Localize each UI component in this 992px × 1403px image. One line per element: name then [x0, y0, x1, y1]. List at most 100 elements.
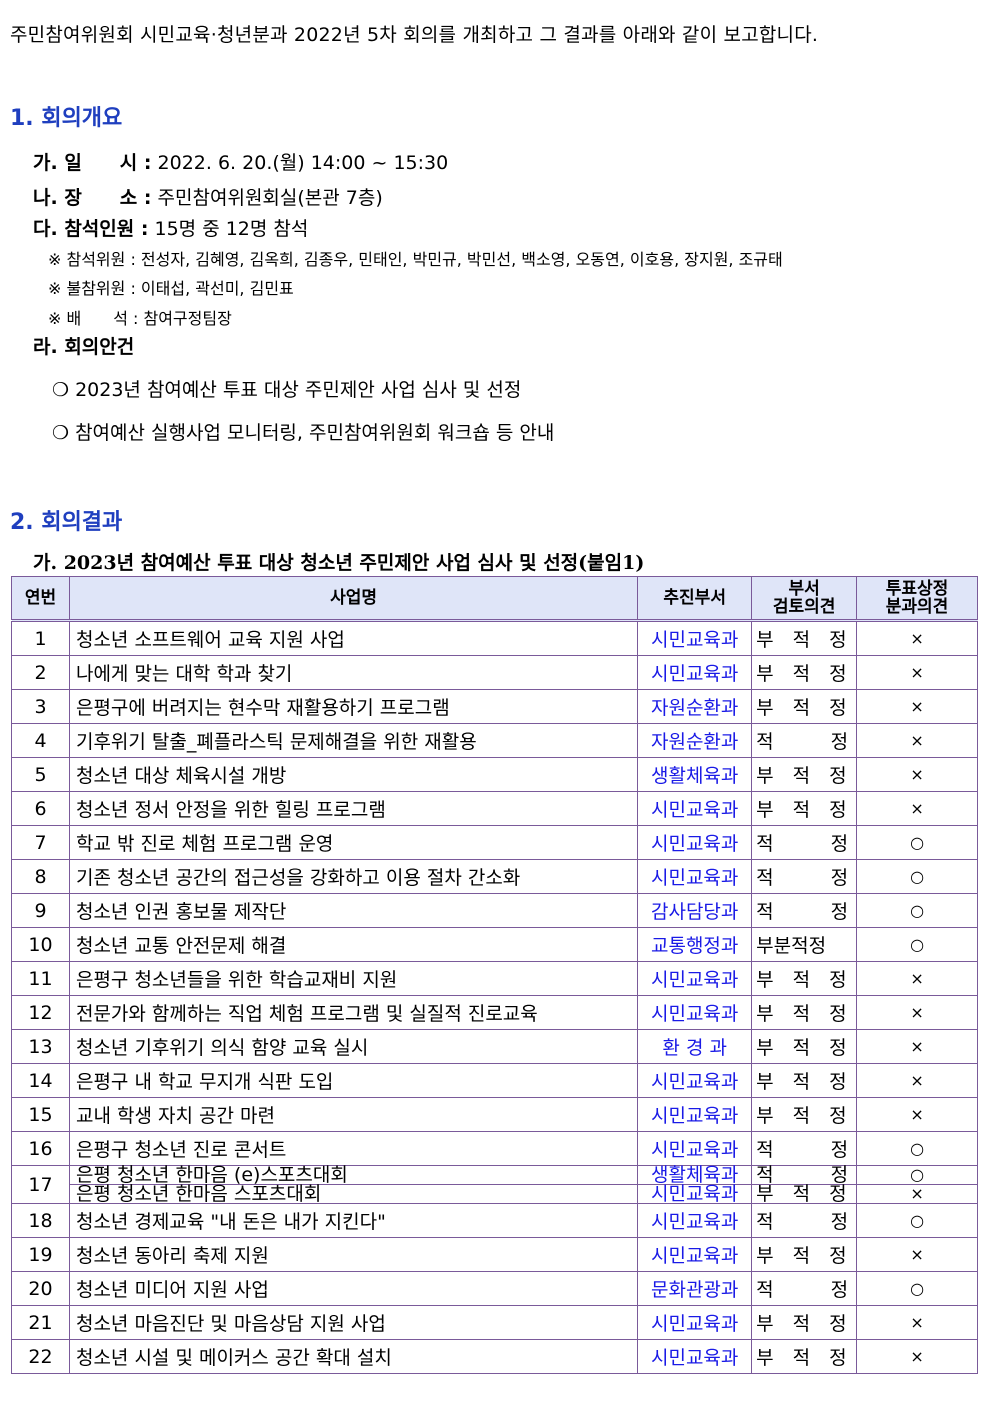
table-row: 20 청소년 미디어 지원 사업 문화관광과 적 정 ○ — [11, 1271, 978, 1306]
department: 교통행정과 — [637, 927, 753, 962]
project-name: 학교 밖 진로 체험 프로그램 운영 — [68, 825, 639, 860]
dept-review: 부 적 정 — [751, 961, 858, 996]
vote-opinion: × — [856, 1339, 978, 1374]
table-row: 10 청소년 교통 안전문제 해결 교통행정과 부분적정 ○ — [11, 927, 978, 962]
project-name: 청소년 정서 안정을 위한 힐링 프로그램 — [68, 791, 639, 826]
table-row: 11 은평구 청소년들을 위한 학습교재비 지원 시민교육과 부 적 정 × — [11, 961, 978, 996]
project-name: 기존 청소년 공간의 접근성을 강화하고 이용 절차 간소화 — [68, 859, 639, 894]
agenda-label: 라. 회의안건 — [33, 336, 135, 358]
table-row: 9 청소년 인권 홍보물 제작단 감사담당과 적 정 ○ — [11, 893, 978, 928]
vote-opinion: ○ — [856, 1271, 978, 1306]
dept-review: 부 적 정 — [751, 620, 858, 656]
project-name: 은평구에 버려지는 현수막 재활용하기 프로그램 — [68, 689, 639, 724]
row-number: 15 — [11, 1097, 70, 1132]
dept-review: 적 정 — [751, 1203, 858, 1238]
dept-review: 부 적 정 — [751, 757, 858, 792]
table-row: 2 나에게 맞는 대학 학과 찾기 시민교육과 부 적 정 × — [11, 655, 978, 690]
meeting-place-value: 주민참여위원회실(본관 7층) — [151, 187, 383, 209]
department: 생활체육과 시민교육과 — [634, 1164, 756, 1204]
intro-text: 주민참여위원회 시민교육·청년분과 2022년 5차 회의를 개최하고 그 결과… — [10, 24, 819, 46]
project-name-sub: 은평 청소년 한마음 (e)스포츠대회 — [75, 1164, 348, 1186]
vote-opinion: ○ — [856, 859, 978, 894]
project-name: 청소년 마음진단 및 마음상담 지원 사업 — [68, 1305, 639, 1340]
vote-opinion: × — [856, 961, 978, 996]
row-number: 7 — [11, 825, 70, 860]
row-number: 19 — [11, 1237, 70, 1272]
results-table: 연번 사업명 추진부서 부서 검토의견 투표상정 분과의견 1 청소년 소프트웨어 교육 지원… — [11, 576, 978, 1374]
agenda-item: ❍ 2023년 참여예산 투표 대상 주민제안 사업 심사 및 선정 — [52, 379, 522, 401]
project-name: 교내 학생 자치 공간 마련 — [68, 1097, 639, 1132]
row-number: 11 — [11, 961, 70, 996]
vote-opinion: × — [856, 791, 978, 826]
agenda-item: ❍ 참여예산 실행사업 모니터링, 주민참여위원회 워크숍 등 안내 — [52, 422, 555, 444]
department: 시민교육과 — [637, 1203, 753, 1238]
dept-review: 부 적 정 — [751, 791, 858, 826]
vote-opinion: × — [856, 620, 978, 656]
table-row: 21 청소년 마음진단 및 마음상담 지원 사업 시민교육과 부 적 정 × — [11, 1305, 978, 1340]
department: 시민교육과 — [637, 995, 753, 1030]
row-number: 3 — [11, 689, 70, 724]
table-row: 14 은평구 내 학교 무지개 식판 도입 시민교육과 부 적 정 × — [11, 1063, 978, 1098]
project-name: 청소년 미디어 지원 사업 — [68, 1271, 639, 1306]
row-number: 5 — [11, 757, 70, 792]
vote-opinion: ○ — [856, 825, 978, 860]
department: 시민교육과 — [637, 791, 753, 826]
department: 시민교육과 — [637, 859, 753, 894]
dept-review: 부 적 정 — [751, 1097, 858, 1132]
meeting-date-value: 2022. 6. 20.(월) 14:00 ~ 15:30 — [151, 152, 449, 174]
department: 시민교육과 — [637, 1063, 753, 1098]
col-header-vote: 투표상정 분과의견 — [856, 576, 978, 621]
vote-opinion: ○ — [856, 1203, 978, 1238]
department-sub: 생활체육과 — [650, 1164, 739, 1186]
department: 자원순환과 — [637, 689, 753, 724]
department: 문화관광과 — [637, 1271, 753, 1306]
department: 시민교육과 — [637, 961, 753, 996]
table-body: 1 청소년 소프트웨어 교육 지원 사업 시민교육과 부 적 정 × 2 나에게 맞는 대학… — [11, 620, 978, 1374]
project-name: 청소년 경제교육 "내 돈은 내가 지킨다" — [68, 1203, 639, 1238]
dept-review: 부 적 정 — [751, 689, 858, 724]
dept-review: 적 정 — [751, 1131, 858, 1166]
note-attendees: ※ 참석위원 : 전성자, 김혜영, 김옥희, 김종우, 민태인, 박민규, 박… — [48, 250, 783, 269]
project-name: 은평 청소년 한마음 (e)스포츠대회 은평 청소년 한마음 스포츠대회 — [68, 1164, 639, 1204]
col-header-dept: 추진부서 — [637, 576, 753, 621]
meeting-date: 가. 일 시 : 2022. 6. 20.(월) 14:00 ~ 15:30 — [33, 148, 448, 175]
project-name: 은평구 청소년들을 위한 학습교재비 지원 — [68, 961, 639, 996]
department: 시민교육과 — [637, 825, 753, 860]
meeting-place: 나. 장 소 : 주민참여위원회실(본관 7층) — [33, 183, 383, 210]
department: 시민교육과 — [637, 655, 753, 690]
table-row: 15 교내 학생 자치 공간 마련 시민교육과 부 적 정 × — [11, 1097, 978, 1132]
dept-review: 적 정 — [751, 825, 858, 860]
project-name: 청소년 기후위기 의식 함양 교육 실시 — [68, 1029, 639, 1064]
dept-review: 적 정 — [751, 859, 858, 894]
row-number: 10 — [11, 927, 70, 962]
attendance-label: 다. 참석인원 : — [33, 218, 149, 240]
table-row: 18 청소년 경제교육 "내 돈은 내가 지킨다" 시민교육과 적 정 ○ — [11, 1203, 978, 1238]
table-header-row: 연번 사업명 추진부서 부서 검토의견 투표상정 분과의견 — [11, 576, 978, 621]
table-row: 1 청소년 소프트웨어 교육 지원 사업 시민교육과 부 적 정 × — [11, 620, 978, 656]
table-row: 19 청소년 동아리 축제 지원 시민교육과 부 적 정 × — [11, 1237, 978, 1272]
project-name: 청소년 소프트웨어 교육 지원 사업 — [68, 620, 639, 656]
dept-review: 부 적 정 — [751, 1339, 858, 1374]
dept-review: 부 적 정 — [751, 1305, 858, 1340]
dept-review: 적 정 — [751, 893, 858, 928]
vote-opinion: × — [856, 1063, 978, 1098]
project-name: 전문가와 함께하는 직업 체험 프로그램 및 실질적 진로교육 — [68, 995, 639, 1030]
table-row: 6 청소년 정서 안정을 위한 힐링 프로그램 시민교육과 부 적 정 × — [11, 791, 978, 826]
department: 시민교육과 — [637, 1339, 753, 1374]
project-name: 나에게 맞는 대학 학과 찾기 — [68, 655, 639, 690]
note-observer: ※ 배 석 : 참여구정팀장 — [48, 309, 232, 328]
table-row: 3 은평구에 버려지는 현수막 재활용하기 프로그램 자원순환과 부 적 정 × — [11, 689, 978, 724]
section-title-overview: 1. 회의개요 — [10, 106, 123, 131]
department: 시민교육과 — [637, 620, 753, 656]
dept-review: 적 정 — [751, 723, 858, 758]
vote-opinion: × — [856, 689, 978, 724]
vote-opinion: × — [856, 1029, 978, 1064]
project-name: 청소년 시설 및 메이커스 공간 확대 설치 — [68, 1339, 639, 1374]
department: 시민교육과 — [637, 1237, 753, 1272]
table-row: 8 기존 청소년 공간의 접근성을 강화하고 이용 절차 간소화 시민교육과 적 정 ○ — [11, 859, 978, 894]
row-number: 9 — [11, 893, 70, 928]
vote-opinion: × — [856, 1237, 978, 1272]
table-row: 17 은평 청소년 한마음 (e)스포츠대회 은평 청소년 한마음 스포츠대회 생활체… — [11, 1164, 978, 1204]
vote-opinion: × — [856, 723, 978, 758]
